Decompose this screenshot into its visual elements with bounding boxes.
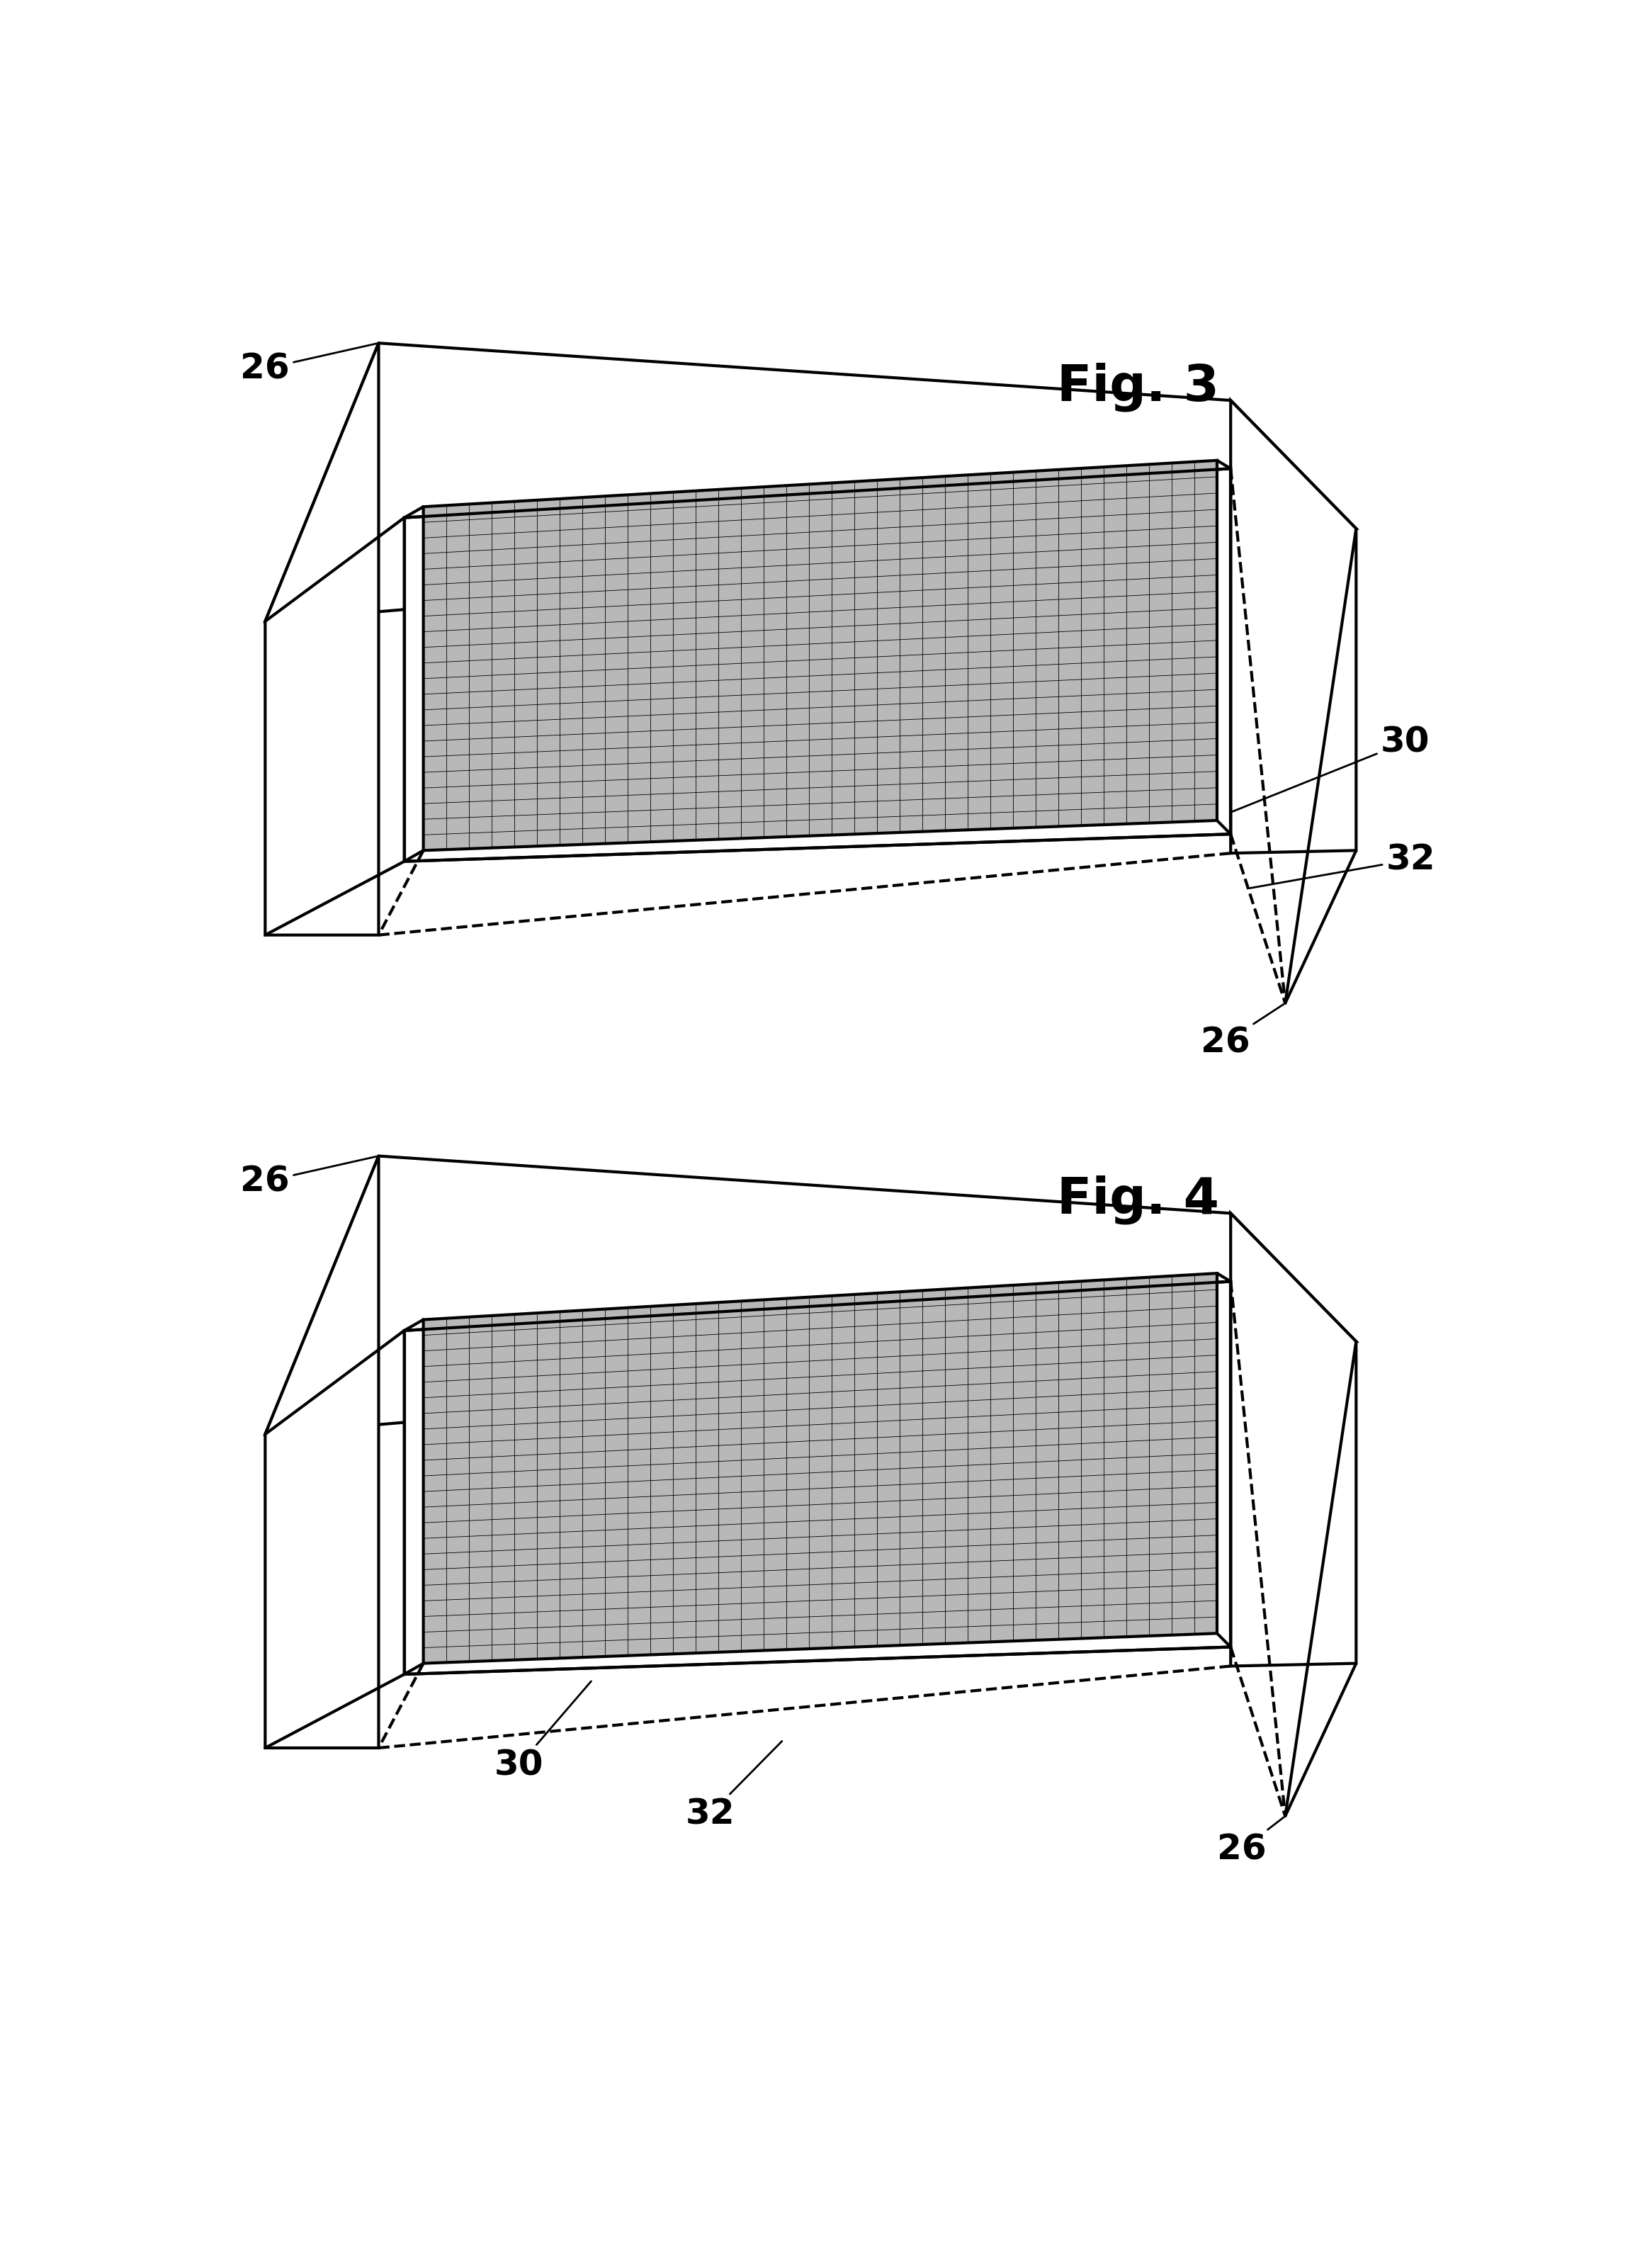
Text: 30: 30 bbox=[1232, 726, 1431, 812]
Polygon shape bbox=[1231, 401, 1356, 853]
Polygon shape bbox=[423, 460, 1218, 850]
Text: Fig. 4: Fig. 4 bbox=[1057, 1175, 1219, 1225]
Polygon shape bbox=[266, 1157, 378, 1749]
Text: 30: 30 bbox=[494, 1681, 591, 1783]
Text: 32: 32 bbox=[686, 1742, 781, 1830]
Polygon shape bbox=[405, 469, 1231, 862]
Polygon shape bbox=[266, 342, 1356, 621]
Polygon shape bbox=[266, 1157, 1356, 1433]
Text: 26: 26 bbox=[1201, 1005, 1284, 1059]
Text: 26: 26 bbox=[241, 1157, 377, 1198]
Polygon shape bbox=[266, 342, 378, 934]
Text: 26: 26 bbox=[1218, 1817, 1284, 1867]
Polygon shape bbox=[1231, 1213, 1356, 1667]
Text: 26: 26 bbox=[241, 342, 377, 386]
Polygon shape bbox=[423, 1272, 1218, 1662]
Text: Fig. 3: Fig. 3 bbox=[1057, 363, 1219, 411]
Text: 32: 32 bbox=[1249, 844, 1436, 889]
Polygon shape bbox=[405, 1281, 1231, 1674]
